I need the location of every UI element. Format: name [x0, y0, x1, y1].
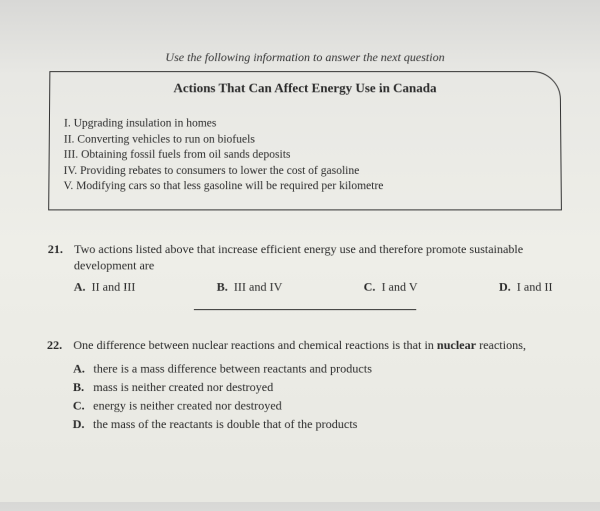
roman-item: I. Upgrading insulation in homes — [64, 116, 546, 132]
question-22: 22. One difference between nuclear react… — [46, 337, 564, 434]
q22-option-d: D.the mass of the reactants is double th… — [73, 415, 564, 434]
answer-blank-line — [194, 309, 416, 310]
q21-option-a: A. II and III — [74, 279, 136, 294]
q22-option-a: A.there is a mass difference between rea… — [73, 359, 563, 377]
roman-item: V. Modifying cars so that less gasoline … — [63, 179, 546, 195]
q21-number: 21. — [48, 240, 75, 273]
q21-text: Two actions listed above that increase e… — [74, 240, 563, 273]
roman-item: IV. Providing rebates to consumers to lo… — [64, 163, 547, 179]
roman-item: II. Converting vehicles to run on biofue… — [64, 132, 546, 148]
question-21: 21. Two actions listed above that increa… — [47, 240, 563, 310]
roman-item: III. Obtaining fossil fuels from oil san… — [64, 148, 547, 164]
q22-option-b: B.mass is neither created nor destroyed — [73, 378, 564, 396]
q22-text: One difference between nuclear reactions… — [73, 337, 563, 354]
q21-options: A. II and III B. III and IV C. I and V D… — [47, 279, 562, 294]
q21-option-d: D. I and II — [499, 279, 553, 294]
q22-options: A.there is a mass difference between rea… — [46, 359, 564, 433]
info-box: Actions That Can Affect Energy Use in Ca… — [48, 71, 562, 210]
q21-option-b: B. III and IV — [217, 279, 283, 294]
worksheet-page: Use the following information to answer … — [0, 0, 600, 511]
roman-list: I. Upgrading insulation in homes II. Con… — [63, 116, 546, 194]
q22-number: 22. — [47, 337, 73, 354]
q22-option-c: C.energy is neither created nor destroye… — [73, 396, 564, 415]
info-box-title: Actions That Can Affect Energy Use in Ca… — [64, 80, 546, 96]
q21-option-c: C. I and V — [364, 279, 418, 294]
instruction-text: Use the following information to answer … — [49, 50, 560, 65]
